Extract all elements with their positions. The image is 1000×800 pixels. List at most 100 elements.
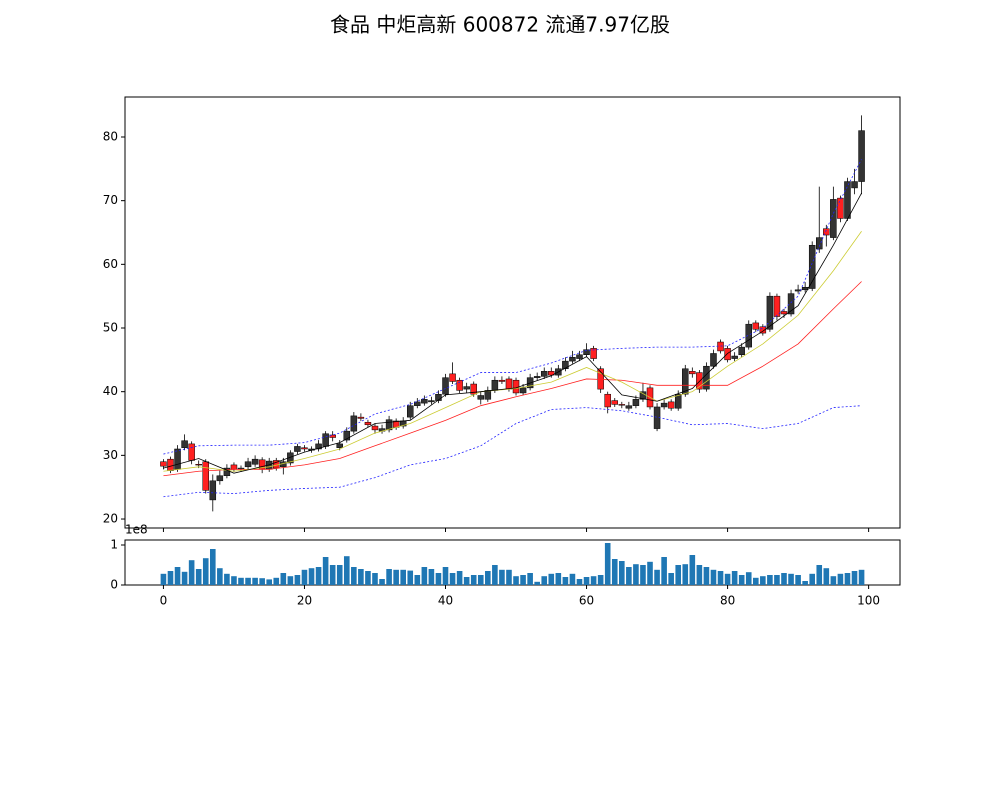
candle-body — [632, 399, 640, 406]
volume-bar — [520, 575, 526, 585]
volume-bar — [724, 573, 731, 585]
volume-bar — [273, 577, 280, 585]
volume-bar — [238, 577, 244, 585]
candle-body — [787, 293, 795, 315]
volume-bar — [752, 577, 759, 585]
indicator-line — [163, 230, 862, 472]
candle-body — [625, 405, 633, 409]
volume-bar — [781, 573, 787, 585]
candle-body — [216, 475, 224, 482]
volume-bar — [562, 577, 569, 585]
volume-bar — [245, 577, 251, 585]
volume-bar — [541, 576, 548, 585]
volume-bar — [365, 571, 371, 585]
candle-body — [548, 371, 555, 376]
volume-bar — [576, 579, 583, 585]
y-tick-label: 30 — [103, 448, 118, 462]
candle-body — [837, 197, 844, 219]
volume-bar — [209, 549, 216, 585]
volume-bar — [336, 565, 343, 585]
volume-bar — [590, 576, 597, 585]
y-tick-label: 20 — [103, 512, 118, 526]
volume-bar — [626, 567, 632, 585]
volume-frame — [124, 539, 901, 586]
x-tick-label: 60 — [579, 594, 594, 608]
candle-body — [597, 368, 604, 390]
volume-bar — [259, 578, 265, 585]
candle-body — [287, 452, 294, 464]
volume-bar — [442, 567, 449, 585]
candle-body — [209, 480, 217, 501]
candle-body — [414, 401, 421, 406]
candle-body — [322, 433, 329, 447]
candle-body — [343, 430, 351, 441]
volume-bar — [689, 555, 696, 585]
volume-bar — [506, 569, 512, 585]
volume-bar — [294, 575, 301, 585]
candle-body — [512, 379, 520, 394]
candle-body — [823, 228, 830, 236]
volume-bar — [358, 569, 364, 585]
volume-bar — [202, 558, 209, 585]
volume-bar — [548, 573, 555, 585]
candle-body — [174, 448, 181, 470]
volume-bar — [400, 569, 406, 585]
volume-bar — [717, 571, 724, 585]
volume-bar — [633, 564, 639, 585]
candle-body — [442, 377, 449, 395]
volume-bar — [456, 571, 463, 585]
volume-bar — [640, 565, 646, 585]
candle-body — [406, 405, 414, 418]
indicator-line — [163, 192, 862, 474]
candle-body — [667, 401, 675, 409]
indicator-line — [163, 159, 862, 455]
volume-bar — [217, 568, 223, 585]
volume-bar — [830, 576, 837, 585]
candle-body — [167, 458, 174, 471]
candle-body — [449, 373, 456, 382]
candle-body — [364, 421, 372, 426]
volume-bar — [485, 571, 491, 585]
volume-bar — [231, 576, 237, 585]
candle-body — [562, 360, 569, 370]
volume-bar — [647, 561, 653, 585]
volume-bar — [611, 559, 618, 585]
candle-body — [181, 440, 188, 448]
candle-body — [604, 393, 611, 408]
volume-bar — [477, 575, 484, 585]
candle-body — [745, 323, 752, 348]
candle-body — [329, 434, 336, 438]
candle-body — [682, 368, 689, 395]
volume-bar — [823, 568, 830, 585]
volume-bar — [499, 569, 505, 585]
volume-bar — [167, 571, 174, 585]
candle-body — [583, 349, 590, 355]
candle-body — [505, 378, 513, 390]
y-tick-label: 50 — [103, 321, 118, 335]
volume-bar — [492, 565, 498, 585]
candle-body — [858, 130, 865, 182]
volume-bar — [604, 543, 611, 585]
volume-bar — [661, 557, 667, 585]
candle-body — [724, 348, 731, 361]
candle-body — [484, 390, 492, 400]
volume-bar — [795, 575, 801, 585]
candle-body — [336, 443, 343, 448]
volume-bar — [322, 557, 329, 585]
y-tick-label: 80 — [103, 129, 118, 143]
candle-body — [230, 464, 238, 470]
volume-bar — [386, 569, 392, 585]
volume-bar — [329, 565, 336, 585]
candle-body — [830, 199, 837, 238]
x-tick-label: 20 — [297, 594, 312, 608]
volume-bar — [160, 573, 167, 585]
volume-bar — [174, 567, 181, 585]
candle-body — [477, 395, 485, 400]
candle-body — [618, 404, 626, 406]
candle-body — [710, 353, 717, 367]
candle-body — [766, 295, 774, 330]
volume-bar — [195, 569, 202, 585]
volume-bar — [788, 573, 794, 585]
candle-body — [752, 322, 760, 330]
